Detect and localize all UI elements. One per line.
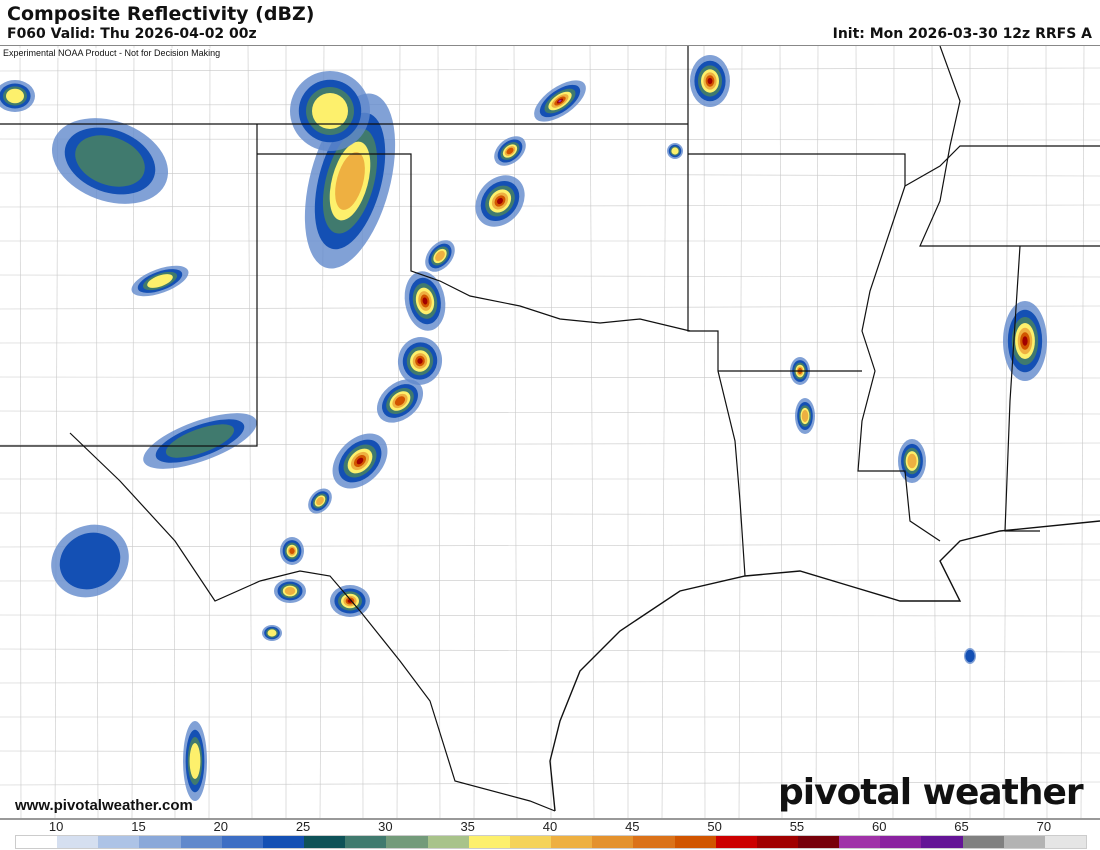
colorbar-label: 70 (1036, 819, 1052, 834)
storm-cell (274, 579, 306, 603)
colorbar-swatch (57, 836, 99, 848)
colorbar-label: 40 (542, 819, 558, 834)
colorbar (15, 835, 1087, 849)
colorbar-label: 55 (789, 819, 805, 834)
colorbar-swatch (98, 836, 140, 848)
storm-cell (1003, 301, 1047, 381)
county-lines (0, 46, 1100, 818)
colorbar-swatch (633, 836, 675, 848)
storm-cell (964, 648, 976, 664)
storm-cell (51, 524, 129, 598)
colorbar-swatch (180, 836, 222, 848)
storm-cell (534, 80, 586, 122)
colorbar-swatch (592, 836, 634, 848)
storm-cell (667, 143, 683, 159)
website-url[interactable]: www.pivotalweather.com (15, 797, 193, 814)
colorbar-swatch (756, 836, 798, 848)
colorbar-label: 10 (48, 819, 64, 834)
colorbar-swatch (797, 836, 840, 848)
colorbar-swatch (468, 836, 510, 848)
colorbar-label: 35 (460, 819, 475, 834)
colorbar-swatch (262, 836, 305, 848)
storm-cell (308, 488, 332, 514)
storm-cell (131, 265, 189, 297)
reflectivity-map[interactable] (0, 45, 1100, 820)
storm-cell (397, 337, 443, 385)
state-borders (0, 46, 1100, 812)
colorbar-label: 45 (625, 819, 640, 834)
colorbar-label: 25 (295, 819, 311, 834)
storm-cell (376, 379, 424, 423)
colorbar-swatch (139, 836, 181, 848)
colorbar-label: 60 (871, 819, 887, 834)
storm-cell (183, 721, 207, 801)
colorbar-swatch (880, 836, 922, 848)
colorbar-swatch (962, 836, 1004, 848)
colorbar-label: 20 (213, 819, 228, 834)
storm-cell (494, 136, 526, 166)
storm-cell (404, 271, 446, 331)
storm-cell (262, 625, 282, 641)
colorbar-swatch (715, 836, 757, 848)
colorbar-swatch (427, 836, 469, 848)
reflectivity-echoes (0, 55, 1047, 801)
storm-cell (898, 439, 926, 483)
disclaimer: Experimental NOAA Product - Not for Deci… (3, 48, 221, 58)
storm-cell (290, 71, 370, 151)
product-title: Composite Reflectivity (dBZ) (7, 3, 315, 25)
storm-cell (280, 537, 304, 565)
colorbar-swatch (551, 836, 593, 848)
storm-cell (51, 118, 169, 204)
colorbar-swatch (221, 836, 263, 848)
colorbar-label: 50 (707, 819, 722, 834)
storm-cell (690, 55, 730, 107)
colorbar-label: 30 (378, 819, 393, 834)
colorbar-swatch (1003, 836, 1045, 848)
storm-cell (143, 413, 257, 469)
valid-time: F060 Valid: Thu 2026-04-02 00z (7, 26, 257, 42)
colorbar-swatch (509, 836, 552, 848)
storm-cell (425, 240, 455, 272)
storm-cell (330, 585, 370, 617)
colorbar-swatch (386, 836, 428, 848)
colorbar-label: 65 (954, 819, 969, 834)
colorbar-swatch (304, 836, 346, 848)
storm-cell (332, 433, 388, 489)
colorbar-label: 15 (131, 819, 146, 834)
colorbar-swatch (921, 836, 963, 848)
map-canvas (0, 46, 1100, 818)
colorbar-swatch (345, 836, 387, 848)
init-time: Init: Mon 2026-03-30 12z RRFS A (832, 26, 1092, 42)
colorbar-swatch (16, 836, 58, 848)
colorbar-swatch (674, 836, 716, 848)
colorbar-swatch (1044, 836, 1087, 848)
storm-cell (0, 80, 35, 112)
storm-cell (475, 175, 525, 227)
storm-cell (795, 398, 815, 434)
pivotal-weather-logo: pivotal weather (778, 772, 1084, 813)
colorbar-swatch (839, 836, 881, 848)
